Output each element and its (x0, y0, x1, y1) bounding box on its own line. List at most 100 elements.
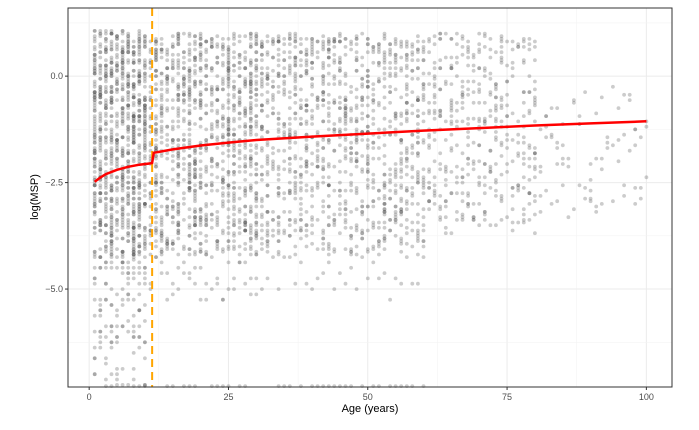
scatter-point (527, 178, 532, 182)
scatter-point (143, 140, 147, 145)
scatter-point (343, 148, 348, 153)
scatter-point (276, 223, 281, 228)
scatter-point (248, 60, 253, 65)
scatter-point (399, 207, 404, 212)
scatter-point (209, 218, 214, 222)
scatter-point (482, 210, 487, 214)
scatter-point (115, 180, 119, 185)
scatter-point (271, 98, 275, 102)
scatter-point (377, 45, 381, 49)
scatter-point (293, 220, 298, 225)
scatter-point (533, 58, 537, 63)
scatter-point (176, 172, 181, 177)
scatter-point (154, 114, 158, 118)
scatter-point (159, 188, 164, 193)
scatter-point (109, 188, 114, 193)
scatter-point (399, 207, 404, 212)
scatter-point (120, 135, 125, 140)
scatter-point (115, 146, 119, 150)
scatter-point (382, 172, 387, 177)
scatter-point (533, 175, 537, 180)
scatter-point (126, 39, 131, 44)
scatter-point (131, 252, 136, 257)
scatter-point (198, 79, 203, 84)
scatter-point (92, 37, 97, 41)
scatter-point (120, 71, 125, 76)
scatter-point (182, 218, 186, 222)
scatter-point (154, 39, 158, 44)
scatter-point (143, 103, 147, 108)
scatter-point (120, 148, 125, 153)
scatter-point (287, 255, 292, 259)
scatter-point (299, 106, 303, 110)
scatter-point (583, 196, 587, 201)
scatter-point (154, 130, 158, 134)
scatter-point (193, 39, 197, 44)
scatter-point (260, 108, 264, 113)
scatter-point (321, 47, 326, 52)
scatter-point (326, 183, 331, 188)
scatter-point (365, 74, 370, 78)
scatter-point (354, 106, 359, 110)
scatter-point (260, 45, 264, 49)
scatter-point (388, 218, 392, 222)
scatter-point (427, 170, 431, 174)
scatter-point (92, 297, 97, 302)
scatter-point (109, 252, 114, 257)
scatter-point (131, 252, 136, 257)
scatter-point (137, 74, 142, 78)
scatter-point (633, 127, 638, 132)
scatter-point (382, 58, 387, 63)
scatter-point (165, 66, 170, 71)
scatter-point (193, 215, 197, 220)
scatter-point (326, 204, 331, 209)
scatter-point (427, 37, 431, 41)
scatter-point (399, 196, 404, 201)
scatter-point (265, 76, 270, 81)
scatter-point (243, 281, 248, 286)
scatter-point (98, 265, 103, 270)
scatter-point (293, 170, 298, 174)
scatter-point (120, 220, 125, 225)
scatter-point (126, 202, 131, 206)
scatter-point (92, 265, 97, 270)
scatter-point (343, 146, 348, 150)
scatter-point (332, 220, 337, 225)
scatter-point (382, 34, 387, 39)
scatter-point (248, 119, 253, 124)
scatter-point (254, 82, 259, 86)
scatter-point (98, 31, 103, 36)
scatter-point (388, 100, 392, 105)
scatter-point (137, 172, 142, 177)
scatter-point (349, 236, 353, 241)
scatter-point (421, 71, 426, 76)
scatter-point (159, 108, 164, 113)
scatter-point (193, 55, 197, 60)
scatter-point (310, 84, 314, 89)
scatter-point (131, 116, 136, 121)
scatter-point (143, 194, 147, 198)
scatter-point (282, 66, 287, 71)
scatter-point (159, 140, 164, 145)
scatter-point (382, 220, 387, 225)
scatter-point (131, 111, 136, 116)
scatter-point (165, 76, 170, 81)
scatter-point (176, 151, 181, 156)
scatter-point (243, 156, 248, 161)
scatter-point (187, 180, 192, 185)
scatter-point (221, 42, 225, 47)
scatter-point (315, 276, 320, 281)
scatter-point (193, 34, 197, 39)
scatter-point (382, 31, 387, 36)
scatter-point (143, 103, 147, 108)
scatter-point (137, 233, 142, 238)
scatter-point (115, 68, 119, 73)
scatter-point (276, 239, 281, 244)
scatter-point (204, 39, 209, 44)
scatter-point (176, 106, 181, 110)
scatter-point (143, 202, 147, 206)
scatter-point (371, 199, 376, 204)
scatter-point (131, 114, 136, 118)
scatter-point (622, 92, 626, 97)
scatter-point (555, 140, 560, 145)
